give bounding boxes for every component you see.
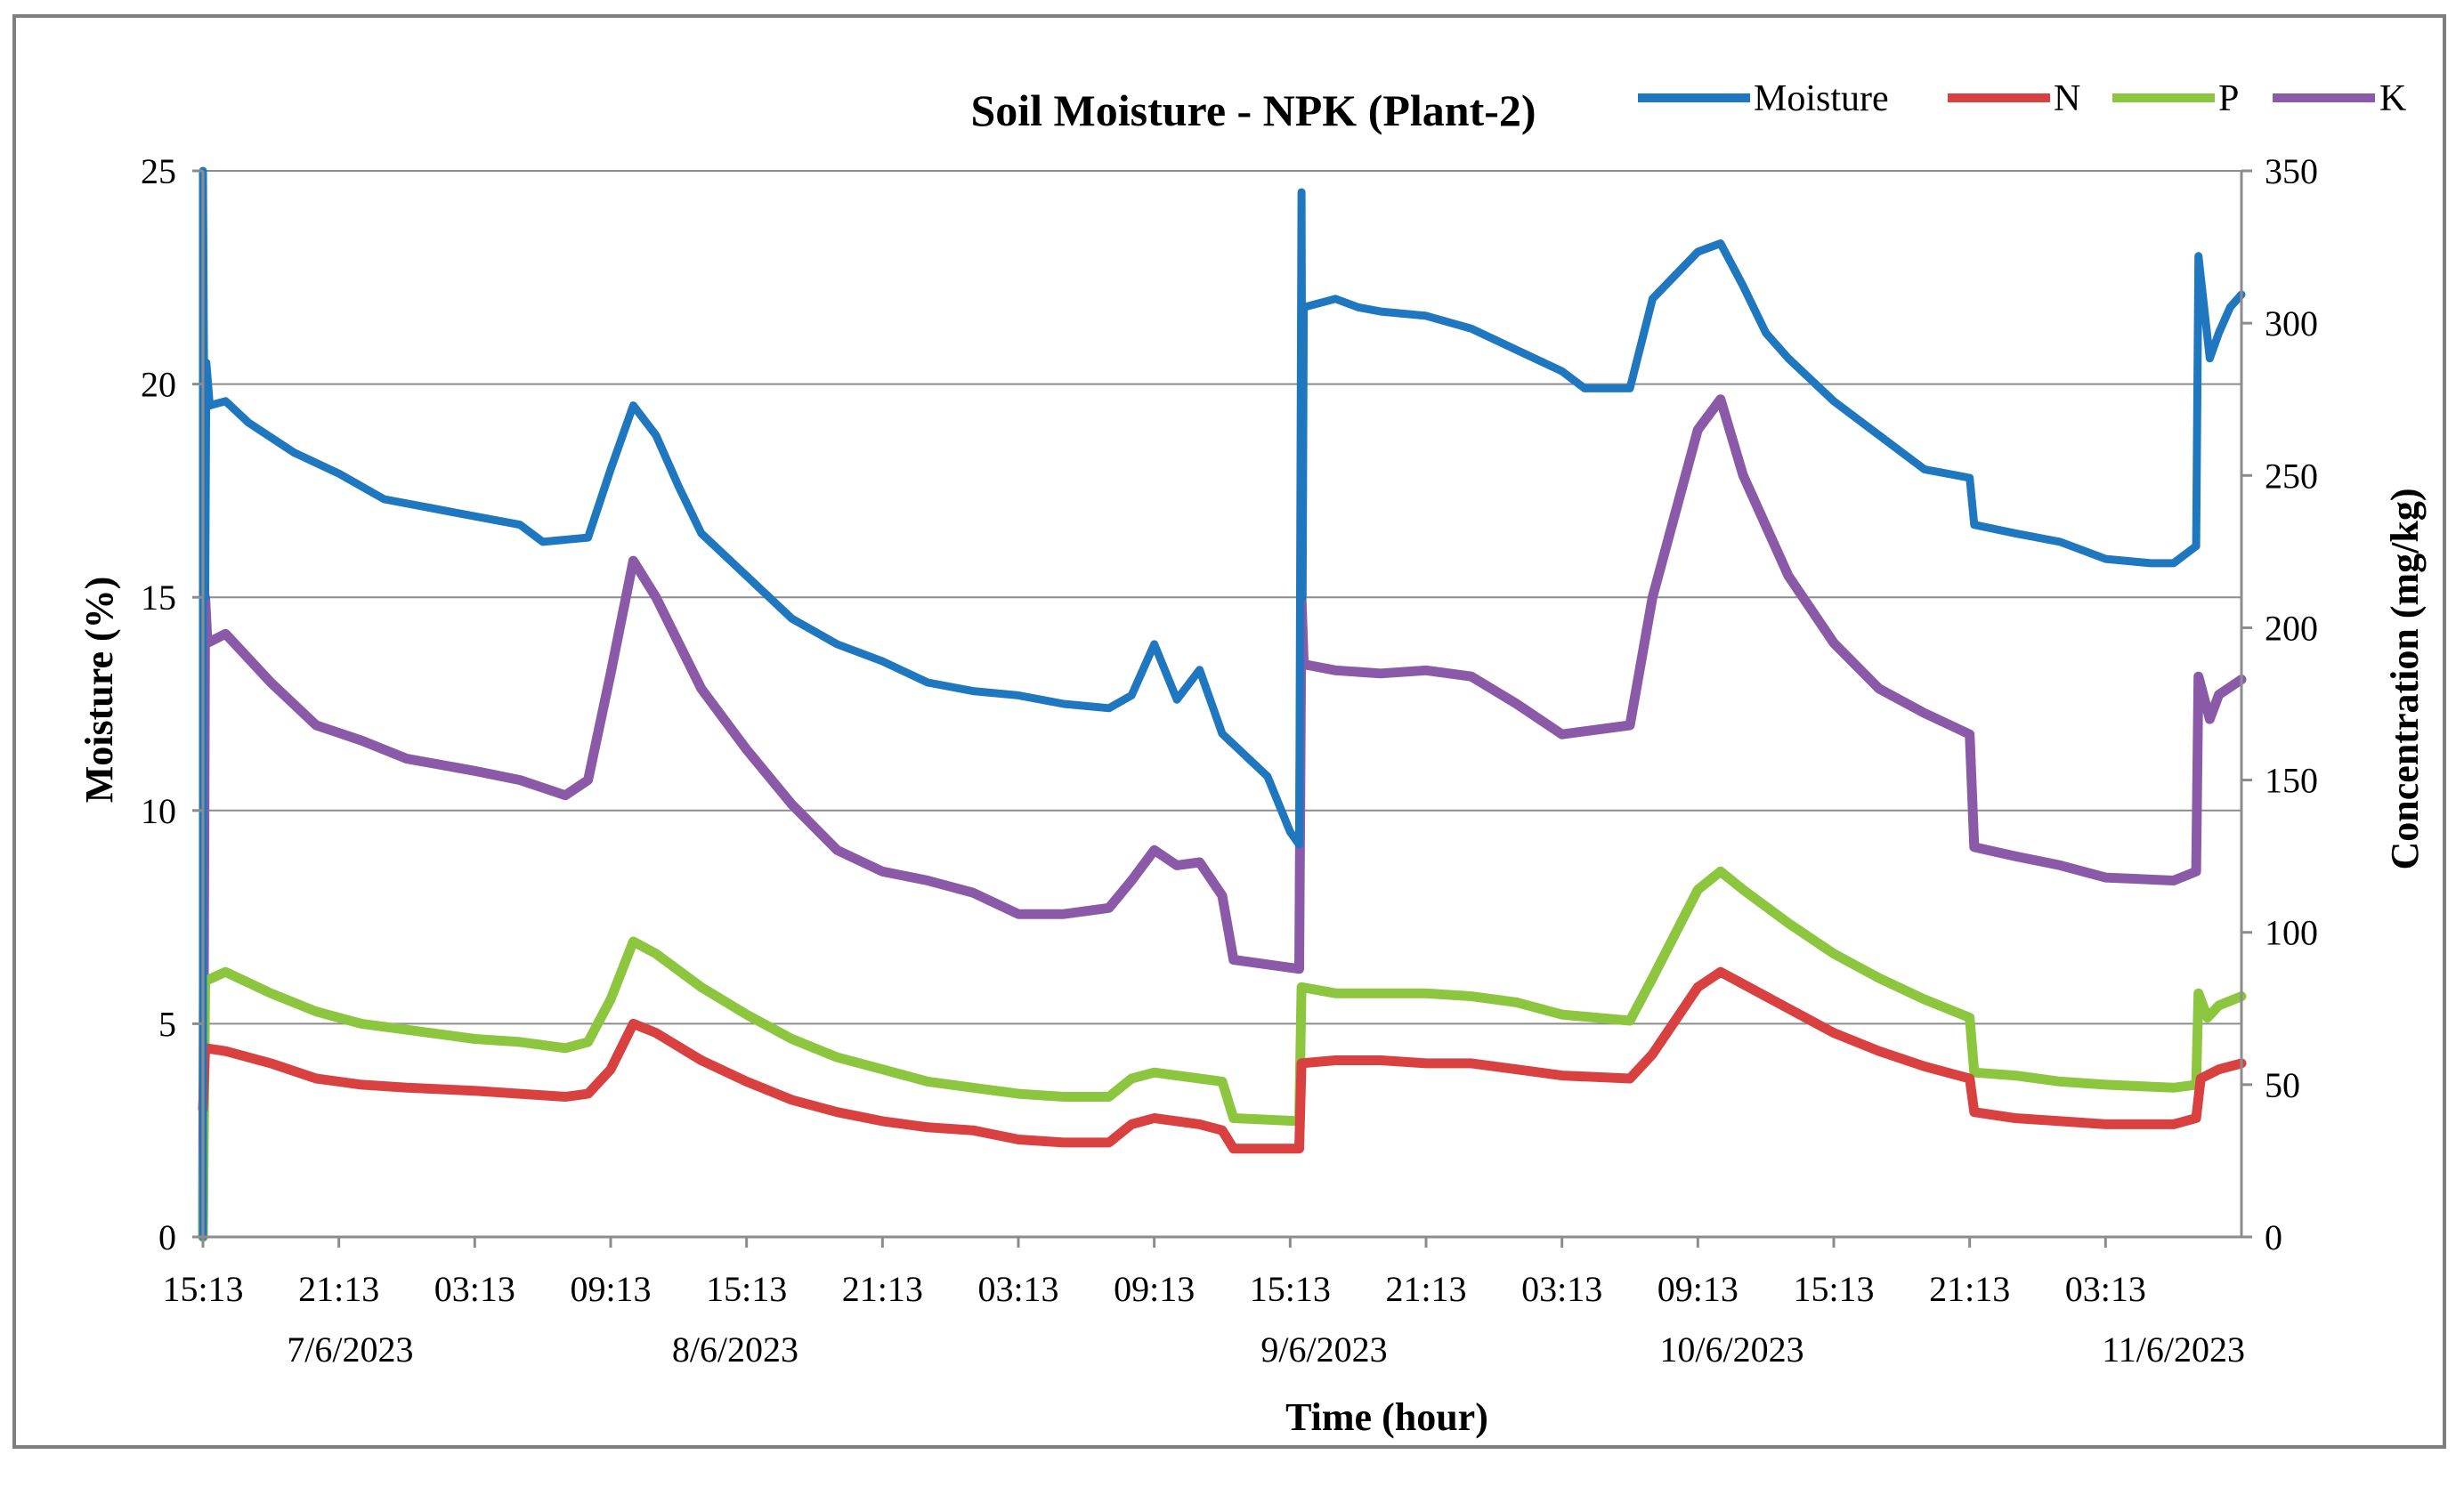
x-tick-label: 15:13 (162, 1269, 243, 1309)
x-tick-label: 03:13 (2065, 1269, 2146, 1309)
series-line-moisture (199, 166, 2246, 1241)
x-tick-label: 15:13 (1793, 1269, 1874, 1309)
y2-tick-label: 150 (2265, 761, 2318, 801)
soil-moisture-npk-chart: Soil Moisture - NPK (Plant-2) Moisture N… (77, 78, 2427, 1439)
y2-tick-label: 300 (2265, 303, 2318, 343)
y-axis-title: Moisture (%) (77, 577, 121, 804)
x-date-label: 9/6/2023 (1260, 1329, 1387, 1370)
series-line-p (198, 866, 2247, 1242)
legend: Moisture N P K (1638, 78, 2406, 119)
y2-tick-label: 100 (2265, 913, 2318, 953)
x-date-label: 11/6/2023 (2102, 1329, 2245, 1370)
y-tick-label: 25 (141, 151, 176, 191)
y-tick-label: 15 (141, 578, 176, 618)
x-tick-label: 09:13 (1114, 1269, 1195, 1309)
x-date-label: 7/6/2023 (287, 1329, 413, 1370)
y2-tick-label: 50 (2265, 1065, 2300, 1105)
x-date-label: 10/6/2023 (1659, 1329, 1803, 1370)
x-tick-label: 03:13 (434, 1269, 515, 1309)
x-tick-label: 21:13 (842, 1269, 923, 1309)
y-tick-label: 0 (158, 1217, 176, 1257)
series-layer (198, 166, 2247, 1242)
legend-label-k: K (2379, 78, 2406, 119)
legend-label-p: P (2218, 78, 2239, 119)
series-line-k (198, 394, 2247, 1242)
y2-tick-label: 0 (2265, 1217, 2282, 1257)
y2-tick-label: 250 (2265, 456, 2318, 496)
x-tick-label: 09:13 (570, 1269, 651, 1309)
legend-label-n: N (2054, 78, 2080, 119)
x-axis-title: Time (hour) (1285, 1395, 1488, 1439)
x-tick-label: 03:13 (1521, 1269, 1602, 1309)
x-tick-label: 09:13 (1658, 1269, 1739, 1309)
chart-title: Soil Moisture - NPK (Plant-2) (970, 85, 1536, 135)
y-tick-label: 10 (141, 791, 176, 831)
x-date-label: 8/6/2023 (672, 1329, 798, 1370)
x-tick-label: 21:13 (298, 1269, 379, 1309)
gridlines (203, 170, 2241, 1025)
series-line-n (198, 966, 2247, 1154)
x-tick-label: 21:13 (1385, 1269, 1466, 1309)
x-tick-label: 03:13 (977, 1269, 1058, 1309)
y-tick-label: 5 (158, 1004, 176, 1044)
x-tick-label: 15:13 (706, 1269, 787, 1309)
legend-label-moisture: Moisture (1754, 78, 1889, 119)
x-tick-label: 21:13 (1929, 1269, 2010, 1309)
chart-frame: Soil Moisture - NPK (Plant-2) Moisture N… (12, 14, 2446, 1449)
x-tick-label: 15:13 (1250, 1269, 1331, 1309)
axes (192, 169, 2252, 1248)
y2-tick-label: 350 (2265, 151, 2318, 191)
y-tick-label: 20 (141, 365, 176, 405)
y2-tick-label: 200 (2265, 608, 2318, 648)
y2-axis-title: Concentration (mg/kg) (2383, 489, 2427, 870)
